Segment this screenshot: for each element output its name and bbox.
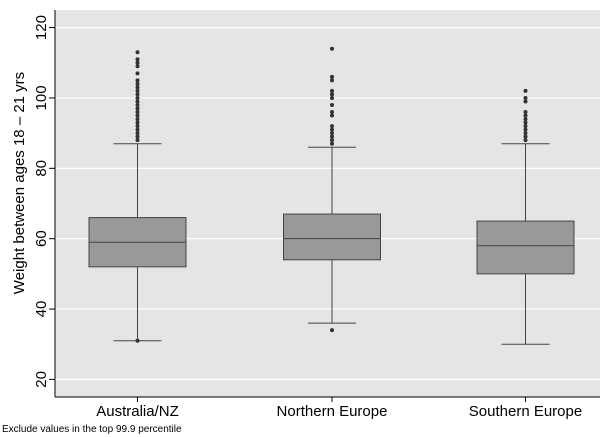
outlier-point xyxy=(135,110,140,115)
y-axis-label: Weight between ages 18 – 21 yrs xyxy=(11,72,28,294)
axes: 20 40 60 80 100 120 Australia/NZ Northern Europ… xyxy=(33,10,600,420)
outlier-point xyxy=(135,113,140,118)
outlier-point xyxy=(523,138,528,143)
y-tick-label: 100 xyxy=(33,85,50,110)
outlier-point xyxy=(330,141,334,146)
box-iqr xyxy=(283,213,381,261)
outlier-point xyxy=(135,131,140,136)
outlier-point xyxy=(135,92,140,97)
outlier-point xyxy=(330,127,334,132)
x-tick-label: Southern Europe xyxy=(469,403,582,420)
outlier-point xyxy=(135,57,140,62)
footnote: Exclude values in the top 99.9 percentil… xyxy=(2,424,182,435)
outlier-point xyxy=(330,124,334,129)
outlier-point xyxy=(330,113,334,118)
outlier-point xyxy=(135,78,140,83)
x-tick-label: Australia/NZ xyxy=(96,403,179,420)
outlier-point xyxy=(523,88,528,93)
outlier-point xyxy=(330,95,334,100)
outlier-point xyxy=(523,99,528,104)
outlier-point xyxy=(330,88,334,93)
y-tick-label: 20 xyxy=(33,371,50,388)
outlier-point xyxy=(330,92,334,97)
outlier-point xyxy=(330,134,334,139)
outlier-point xyxy=(135,124,140,129)
y-tick-label: 60 xyxy=(33,230,50,247)
outlier-point xyxy=(135,64,140,69)
outlier-point xyxy=(523,127,528,132)
outlier-point xyxy=(135,338,140,343)
outlier-point xyxy=(523,124,528,129)
outlier-point xyxy=(135,60,140,65)
outlier-point xyxy=(135,117,140,122)
y-tick-label: 120 xyxy=(33,15,50,40)
outlier-point xyxy=(135,134,140,139)
outlier-point xyxy=(135,50,140,55)
outlier-point xyxy=(330,74,334,79)
plot-area xyxy=(55,10,600,397)
outlier-point xyxy=(523,95,528,100)
outlier-point xyxy=(523,134,528,139)
outlier-point xyxy=(523,120,528,125)
outlier-point xyxy=(523,131,528,136)
box-iqr xyxy=(476,220,575,275)
box-plot-chart: 20 40 60 80 100 120 Australia/NZ Northern Europ… xyxy=(11,10,600,420)
y-tick-label: 40 xyxy=(33,301,50,318)
outlier-point xyxy=(523,113,528,118)
outlier-point xyxy=(135,127,140,132)
outlier-point xyxy=(330,131,334,136)
y-tick-label: 80 xyxy=(33,160,50,177)
outlier-point xyxy=(135,138,140,143)
box-group xyxy=(88,50,187,343)
outlier-point xyxy=(135,88,140,93)
boxes xyxy=(88,46,575,345)
outlier-point xyxy=(523,110,528,115)
outlier-point xyxy=(135,106,140,111)
outlier-point xyxy=(135,71,140,76)
outlier-point xyxy=(330,46,334,51)
outlier-point xyxy=(330,102,334,107)
outlier-point xyxy=(135,99,140,104)
outlier-point xyxy=(135,81,140,86)
outlier-point xyxy=(135,95,140,100)
outlier-point xyxy=(330,78,334,83)
outlier-point xyxy=(135,120,140,125)
outlier-point xyxy=(523,117,528,122)
box-group xyxy=(283,46,381,333)
outlier-point xyxy=(330,138,334,143)
outlier-point xyxy=(330,328,334,333)
box-group xyxy=(476,88,575,345)
x-tick-label: Northern Europe xyxy=(277,403,388,420)
outlier-point xyxy=(135,102,140,107)
outlier-point xyxy=(330,110,334,115)
outlier-point xyxy=(135,85,140,90)
